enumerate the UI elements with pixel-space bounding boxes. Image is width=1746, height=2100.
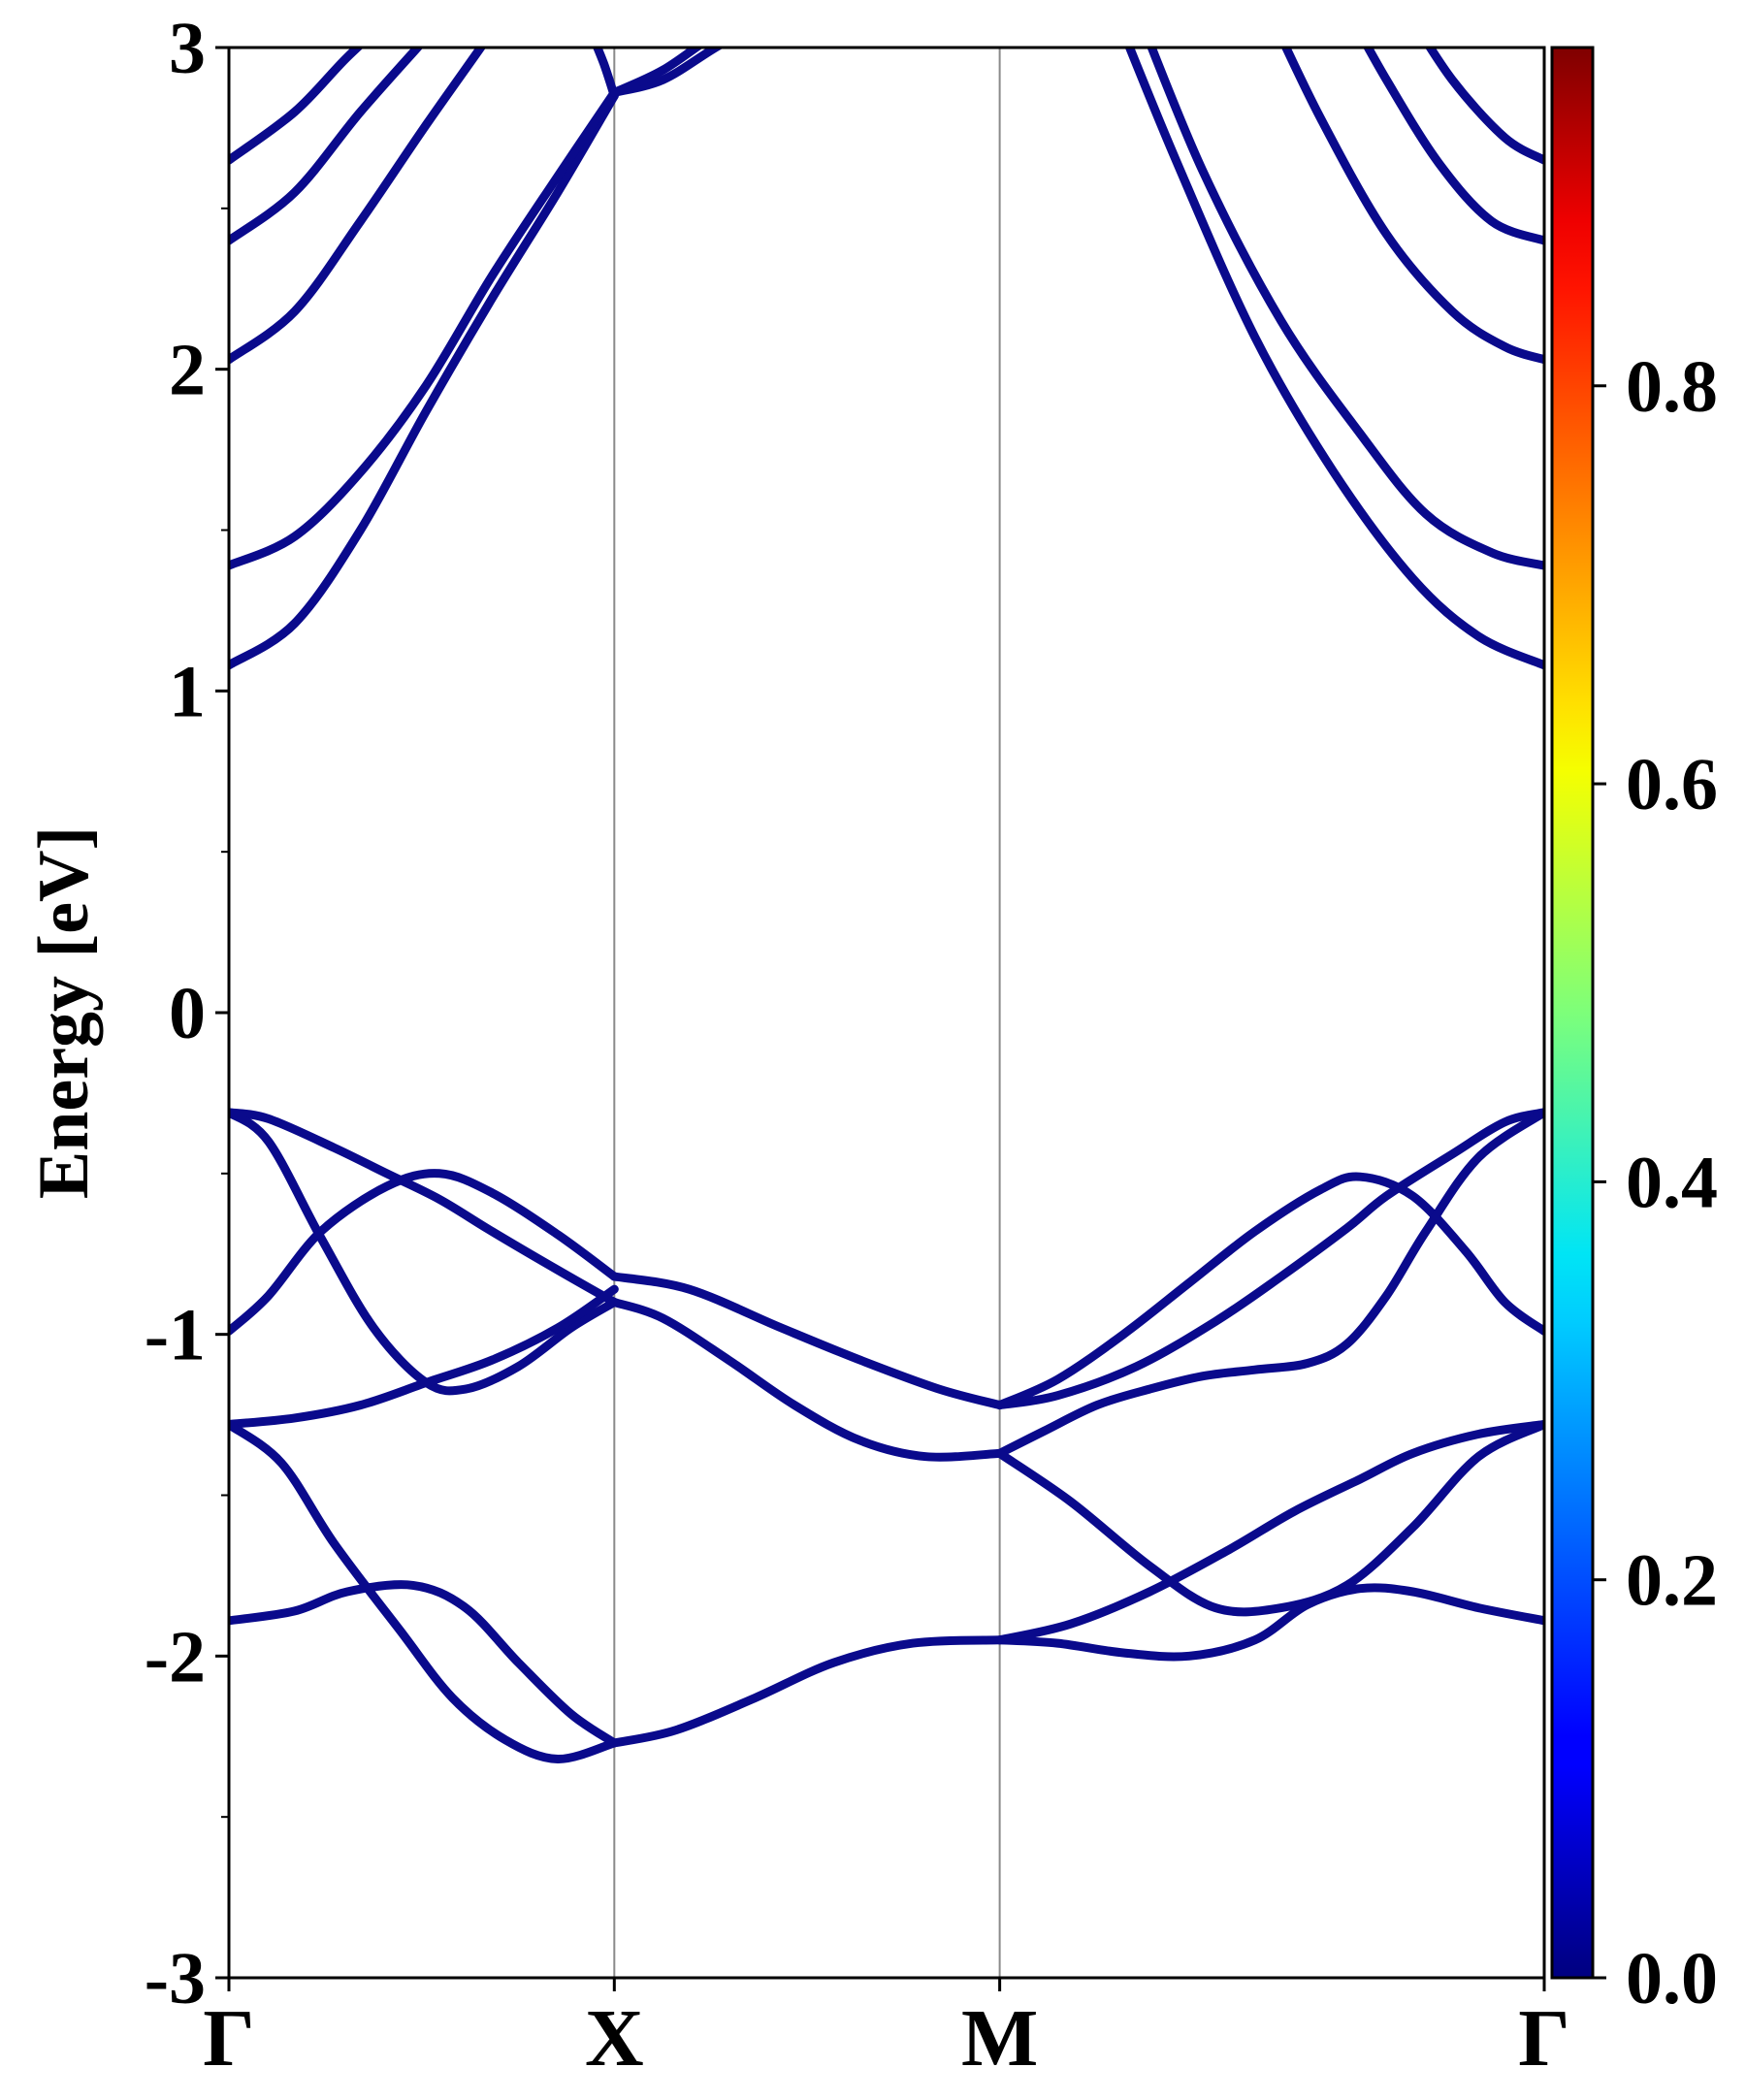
band-line-2 [229,48,487,365]
y-tick-label: 1 [169,651,206,732]
colorbar-tick-label: 0.8 [1626,346,1718,428]
band-line-0 [229,91,619,670]
band-line-5 [593,48,619,101]
band-line-25 [995,1420,1544,1617]
band-line-26 [995,1420,1544,1645]
band-line-11 [1363,48,1544,245]
y-axis-ticks: -3 -2 -1 0 1 2 3 [145,8,229,2019]
band-line-13 [229,1108,619,1307]
y-tick-label: -3 [145,1938,206,2019]
band-line-14 [229,1108,619,1396]
band-line-4 [229,48,365,165]
x-tick-label-3: Γ [1518,1993,1569,2084]
band-line-23 [995,1172,1544,1410]
band-line-24 [995,1108,1544,1458]
y-tick-label: 0 [169,973,206,1054]
y-tick-label: -1 [145,1295,206,1376]
band-line-9 [1147,48,1544,570]
colorbar [1550,46,1595,1980]
colorbar-tick-label: 0.0 [1626,1938,1718,2019]
y-tick-label: 2 [169,330,206,411]
band-line-1 [229,87,619,570]
colorbar-tick-label: 0.2 [1626,1540,1718,1622]
colorbar-tick-label: 0.6 [1626,744,1718,825]
colorbar-tick-label: 0.4 [1626,1142,1718,1223]
band-line-12 [1425,48,1544,165]
band-line-15 [229,1169,619,1336]
band-line-10 [1280,48,1544,365]
x-tick-label-1: X [585,1993,644,2084]
band-line-20 [229,1580,619,1748]
high-symmetry-lines [613,48,1001,1978]
band-line-17 [609,1272,1005,1410]
x-tick-label-0: Γ [203,1993,254,2084]
colorbar-ticks: 0.0 0.2 0.4 0.6 0.8 [1593,346,1718,2019]
band-line-19 [229,1420,619,1763]
band-line-3 [229,48,424,245]
band-line-8 [1124,48,1544,670]
x-tick-label-2: M [961,1993,1038,2084]
plot-frame [227,46,1546,1980]
y-tick-label: -2 [145,1616,206,1697]
band-line-6 [609,48,725,97]
band-line-21 [609,1635,1005,1748]
band-lines [229,48,1544,1763]
band-line-22 [995,1108,1544,1410]
band-line-18 [609,1298,1005,1462]
y-tick-label: 3 [169,8,206,89]
band-line-16 [229,1284,619,1429]
band-line-7 [609,48,704,97]
band-line-27 [995,1583,1544,1662]
y-axis-label: Energy [eV] [24,826,104,1199]
